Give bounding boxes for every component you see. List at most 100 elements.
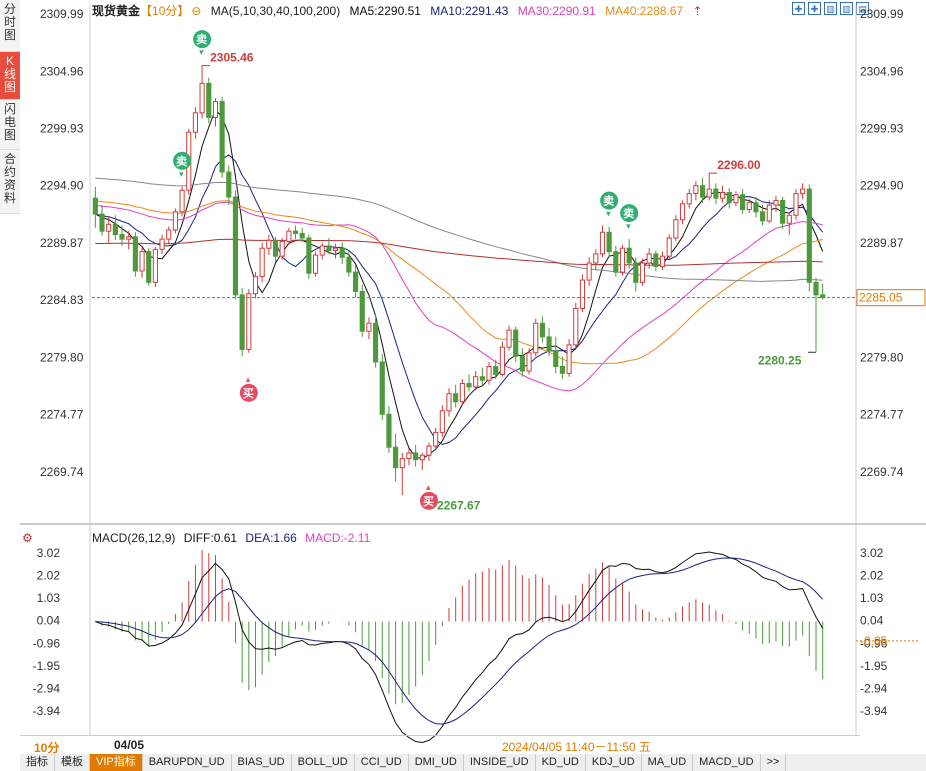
candle-body bbox=[186, 131, 192, 191]
indicator-tab-3[interactable]: BARUPDN_UD bbox=[143, 754, 232, 771]
y-tick-right-3: 2294.90 bbox=[860, 179, 904, 193]
macd-y-tick-left-3: 0.04 bbox=[37, 614, 61, 628]
candle-body bbox=[539, 322, 545, 338]
candle-body bbox=[813, 281, 819, 296]
candle-body bbox=[152, 248, 158, 283]
macd-y-tick-right-0: 3.02 bbox=[860, 546, 884, 560]
candle-body bbox=[606, 231, 612, 253]
macd-y-tick-left-0: 3.02 bbox=[37, 546, 61, 560]
indicator-tab-5[interactable]: BOLL_UD bbox=[292, 754, 355, 771]
ma-line-ma5 bbox=[95, 108, 824, 460]
indicator-tab-10[interactable]: KDJ_UD bbox=[586, 754, 642, 771]
y-tick-left-2: 2299.93 bbox=[40, 121, 84, 135]
indicator-tab-6[interactable]: CCI_UD bbox=[355, 754, 409, 771]
candle-body bbox=[786, 214, 792, 224]
macd-y-tick-right-1: 2.02 bbox=[860, 569, 884, 583]
indicator-tab-4[interactable]: BIAS_UD bbox=[232, 754, 292, 771]
candle-body bbox=[132, 236, 138, 272]
candle-body bbox=[726, 191, 732, 204]
diff-line bbox=[95, 551, 824, 744]
macd-y-tick-right-3: 0.04 bbox=[860, 614, 884, 628]
candle-body bbox=[319, 245, 325, 256]
settings-icon[interactable]: ⊖ bbox=[191, 4, 202, 18]
macd-y-tick-left-4: -0.96 bbox=[33, 636, 61, 650]
period-selector[interactable]: 10分 bbox=[34, 741, 60, 755]
tab-contract-info[interactable]: 合约资料 bbox=[0, 150, 20, 214]
indicator-tab-7[interactable]: DMI_UD bbox=[409, 754, 464, 771]
candle-body bbox=[820, 294, 826, 299]
candle-body bbox=[172, 211, 178, 231]
ma30-value: MA30:2290.91 bbox=[517, 4, 596, 18]
candle-body bbox=[179, 189, 185, 213]
macd-y-tick-right-4: -0.96 bbox=[860, 636, 888, 650]
macd-legend: MACD(26,12,9) DIFF:0.61 DEA:1.66 MACD:-2… bbox=[92, 531, 375, 545]
macd-y-tick-right-5: -1.95 bbox=[860, 659, 888, 673]
tab-flash-chart[interactable]: 闪电图 bbox=[0, 100, 20, 150]
candle-body bbox=[146, 251, 152, 283]
candle-body bbox=[566, 344, 572, 374]
candle-body bbox=[419, 454, 425, 461]
candle-body bbox=[599, 231, 606, 255]
candle-body bbox=[780, 199, 786, 224]
indicator-tab-12[interactable]: MACD_UD bbox=[693, 754, 761, 771]
y-tick-right-1: 2304.96 bbox=[860, 64, 904, 78]
candle-body bbox=[373, 322, 379, 363]
candle-body bbox=[559, 365, 565, 374]
indicator-tab-2[interactable]: VIP指标 bbox=[90, 754, 143, 771]
candle-body bbox=[753, 202, 759, 213]
buy-arrow-icon: ▴ bbox=[426, 482, 431, 492]
candle-body bbox=[206, 82, 212, 118]
y-tick-left-1: 2304.96 bbox=[40, 64, 84, 78]
indicator-tab-13[interactable]: >> bbox=[761, 754, 787, 771]
candle-body bbox=[713, 188, 719, 199]
indicator-tab-9[interactable]: KD_UD bbox=[536, 754, 586, 771]
indicator-tab-11[interactable]: MA_UD bbox=[642, 754, 694, 771]
candle-body bbox=[286, 230, 292, 242]
indicator-tab-0[interactable]: 指标 bbox=[20, 754, 55, 771]
candle-body bbox=[586, 262, 592, 281]
candle-body bbox=[332, 247, 339, 251]
y-tick-left-4: 2289.87 bbox=[40, 236, 84, 250]
pan-right-icon[interactable]: ▥ bbox=[840, 2, 853, 15]
fullscreen-icon[interactable]: ▤ bbox=[856, 2, 869, 15]
candle-body bbox=[553, 350, 559, 367]
ma-line-ma100 bbox=[95, 177, 823, 282]
candle-body bbox=[192, 112, 198, 133]
candle-body bbox=[639, 262, 646, 283]
macd-y-tick-right-7: -3.94 bbox=[860, 704, 888, 718]
ma-line-ma200 bbox=[95, 238, 823, 266]
macd-dea: DEA:1.66 bbox=[245, 531, 297, 545]
candle-body bbox=[800, 188, 806, 195]
period-tag[interactable]: 【10分】 bbox=[140, 4, 190, 18]
candle-body bbox=[633, 262, 639, 283]
candle-body bbox=[666, 237, 672, 257]
candle-body bbox=[139, 251, 145, 272]
candle-body bbox=[112, 223, 118, 236]
arrow-up-icon[interactable]: ⇡ bbox=[692, 4, 703, 18]
zoom-in-icon[interactable]: ✚ bbox=[792, 2, 805, 15]
candle-body bbox=[693, 185, 699, 195]
pan-left-icon[interactable]: ▥ bbox=[824, 2, 837, 15]
buy-signal-label: 买 bbox=[423, 495, 434, 508]
gear-icon[interactable]: ⚙ bbox=[22, 531, 33, 545]
candle-body bbox=[99, 213, 105, 232]
candle-body bbox=[299, 232, 305, 239]
candle-body bbox=[513, 329, 519, 357]
tab-time-share[interactable]: 分时图 bbox=[0, 0, 20, 52]
zoom-out-icon[interactable]: ✚ bbox=[808, 2, 821, 15]
candle-body bbox=[379, 361, 385, 415]
sell-signal-label: 卖 bbox=[196, 32, 207, 46]
candle-body bbox=[793, 193, 799, 216]
macd-y-tick-right-6: -2.94 bbox=[860, 681, 888, 695]
candle-body bbox=[493, 365, 499, 375]
indicator-tab-1[interactable]: 模板 bbox=[55, 754, 90, 771]
macd-value: MACD:-2.11 bbox=[305, 531, 371, 545]
candle-body bbox=[339, 247, 345, 258]
y-tick-right-4: 2289.87 bbox=[860, 236, 904, 250]
date-label: 04/05 bbox=[114, 738, 145, 752]
indicator-tab-8[interactable]: INSIDE_UD bbox=[464, 754, 536, 771]
candle-body bbox=[479, 376, 485, 381]
